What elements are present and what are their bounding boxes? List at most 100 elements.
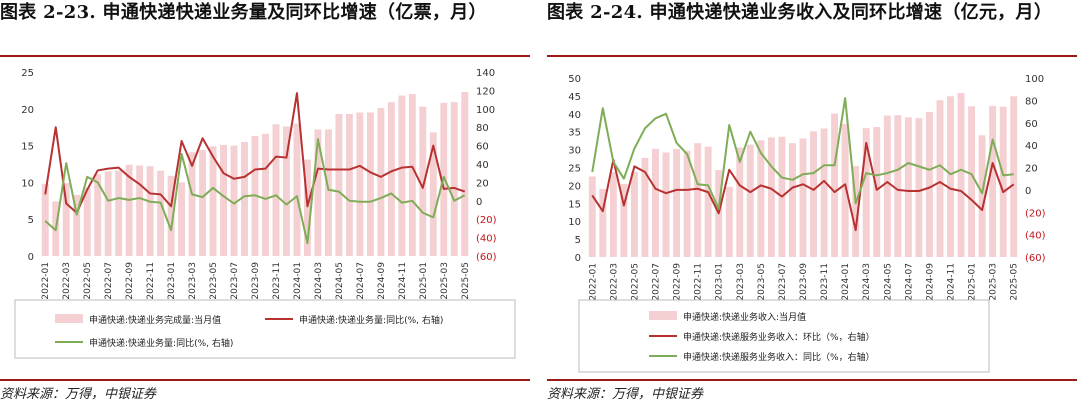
x-tick-label: 2024-07 bbox=[904, 263, 914, 301]
y-right-tick-label: 40 bbox=[476, 160, 489, 171]
legend-box bbox=[578, 299, 990, 373]
y-left-tick-label: 20 bbox=[21, 105, 34, 116]
bar bbox=[345, 113, 353, 256]
x-tick-label: 2024-11 bbox=[947, 263, 957, 301]
legend-label: 申通快递:快递业务收入:当月值 bbox=[683, 311, 806, 323]
bar bbox=[115, 170, 123, 256]
bar bbox=[429, 132, 437, 256]
bar bbox=[303, 159, 311, 256]
x-tick-label: 2022-09 bbox=[125, 262, 135, 300]
x-tick-label: 2025-05 bbox=[461, 262, 471, 300]
bar bbox=[83, 187, 91, 256]
bar bbox=[725, 186, 733, 257]
bar bbox=[41, 183, 49, 256]
x-tick-label: 2023-11 bbox=[820, 263, 830, 301]
y-left-tick-label: 10 bbox=[21, 178, 34, 189]
bar bbox=[188, 152, 196, 256]
x-tick-label: 2024-01 bbox=[293, 262, 303, 300]
x-tick-label: 2025-05 bbox=[1010, 263, 1020, 301]
bar bbox=[820, 128, 828, 257]
bar bbox=[73, 194, 81, 256]
x-tick-label: 2025-03 bbox=[440, 262, 450, 300]
x-tick-label: 2022-05 bbox=[630, 263, 640, 301]
bar bbox=[915, 118, 923, 257]
y-right-tick-label: 60 bbox=[476, 142, 489, 153]
y-left-tick-label: 15 bbox=[21, 142, 34, 153]
x-tick-label: 2023-03 bbox=[188, 262, 198, 300]
x-tick-label: 2022-07 bbox=[104, 262, 114, 300]
y-right-tick-label: (60) bbox=[476, 252, 497, 263]
x-tick-label: 2024-03 bbox=[314, 262, 324, 300]
bar bbox=[1010, 96, 1018, 257]
bar bbox=[873, 127, 881, 257]
bar bbox=[736, 147, 744, 257]
bar bbox=[767, 137, 775, 257]
y-left-tick-label: 20 bbox=[568, 181, 581, 192]
y-right-tick-label: 120 bbox=[476, 86, 495, 97]
bar bbox=[314, 129, 322, 256]
y-left-tick-label: 35 bbox=[568, 128, 581, 139]
bar bbox=[620, 183, 628, 257]
legend-label: 申通快递:快递业务量:同比(%, 右轴) bbox=[299, 314, 443, 326]
bar bbox=[831, 113, 839, 257]
x-tick-label: 2024-07 bbox=[356, 262, 366, 300]
x-tick-label: 2022-11 bbox=[146, 262, 156, 300]
legend-label: 申通快递:快递服务业务收入：同比（%，右轴） bbox=[683, 351, 875, 363]
legend-label: 申通快递:快递业务完成量:当月值 bbox=[89, 314, 221, 326]
chart-title: 图表 2-23. 申通快递快递业务量及同环比增速（亿票，月） bbox=[0, 2, 487, 23]
line-series-1 bbox=[591, 141, 1015, 232]
bar bbox=[450, 102, 458, 257]
bar bbox=[746, 144, 754, 257]
x-tick-label: 2025-01 bbox=[419, 262, 429, 300]
bar bbox=[230, 145, 238, 256]
bar bbox=[398, 95, 406, 256]
y-right-tick-label: 40 bbox=[1025, 141, 1038, 152]
x-tick-label: 2025-03 bbox=[989, 263, 999, 301]
x-tick-label: 2022-03 bbox=[609, 263, 619, 301]
bar bbox=[408, 94, 416, 256]
source-divider bbox=[547, 379, 1077, 381]
line-series-1 bbox=[44, 92, 466, 214]
y-left-tick-label: 30 bbox=[568, 146, 581, 157]
y-right-tick-label: 20 bbox=[476, 178, 489, 189]
bar bbox=[862, 128, 870, 257]
y-left-tick-label: 15 bbox=[568, 199, 581, 210]
bar bbox=[852, 166, 860, 257]
x-tick-label: 2024-09 bbox=[377, 262, 387, 300]
bar bbox=[968, 106, 976, 257]
bar bbox=[136, 165, 144, 256]
y-left-tick-label: 50 bbox=[568, 74, 581, 85]
x-tick-label: 2024-03 bbox=[862, 263, 872, 301]
x-tick-label: 2023-07 bbox=[230, 262, 240, 300]
bar bbox=[62, 183, 70, 256]
y-right-tick-label: 100 bbox=[1025, 74, 1044, 85]
bar bbox=[387, 102, 395, 257]
y-left-tick-label: 0 bbox=[575, 253, 581, 264]
y-right-tick-label: 80 bbox=[476, 123, 489, 134]
bar bbox=[841, 123, 849, 257]
chart-title: 图表 2-24. 申通快递快递业务收入及同环比增速（亿元，月） bbox=[547, 2, 1053, 23]
bar bbox=[146, 166, 154, 256]
y-left-tick-label: 40 bbox=[568, 110, 581, 121]
bar bbox=[241, 141, 248, 256]
bar bbox=[652, 148, 659, 257]
bar bbox=[588, 176, 596, 257]
x-tick-label: 2024-09 bbox=[925, 263, 935, 301]
x-tick-label: 2023-03 bbox=[736, 263, 746, 301]
y-right-tick-label: (40) bbox=[1025, 231, 1046, 242]
x-tick-label: 2022-01 bbox=[41, 262, 51, 300]
bar bbox=[262, 133, 269, 256]
x-tick-label: 2023-01 bbox=[167, 262, 177, 300]
x-tick-label: 2023-11 bbox=[272, 262, 282, 300]
x-tick-label: 2023-07 bbox=[778, 263, 788, 301]
x-tick-label: 2022-11 bbox=[694, 263, 704, 301]
y-right-tick-label: (40) bbox=[476, 234, 497, 245]
chart-svg-volume: 0 5 10 15 20 25 (60) (40) (20) 0 20 40 60 80 100 120 140… bbox=[14, 68, 516, 359]
bar bbox=[356, 112, 364, 256]
y-left-tick-label: 10 bbox=[568, 217, 581, 228]
y-left-tick-label: 0 bbox=[28, 252, 34, 263]
bar bbox=[366, 112, 374, 256]
x-tick-label: 2023-01 bbox=[715, 263, 725, 301]
y-right-tick-label: 80 bbox=[1025, 96, 1038, 107]
bar bbox=[630, 171, 638, 257]
